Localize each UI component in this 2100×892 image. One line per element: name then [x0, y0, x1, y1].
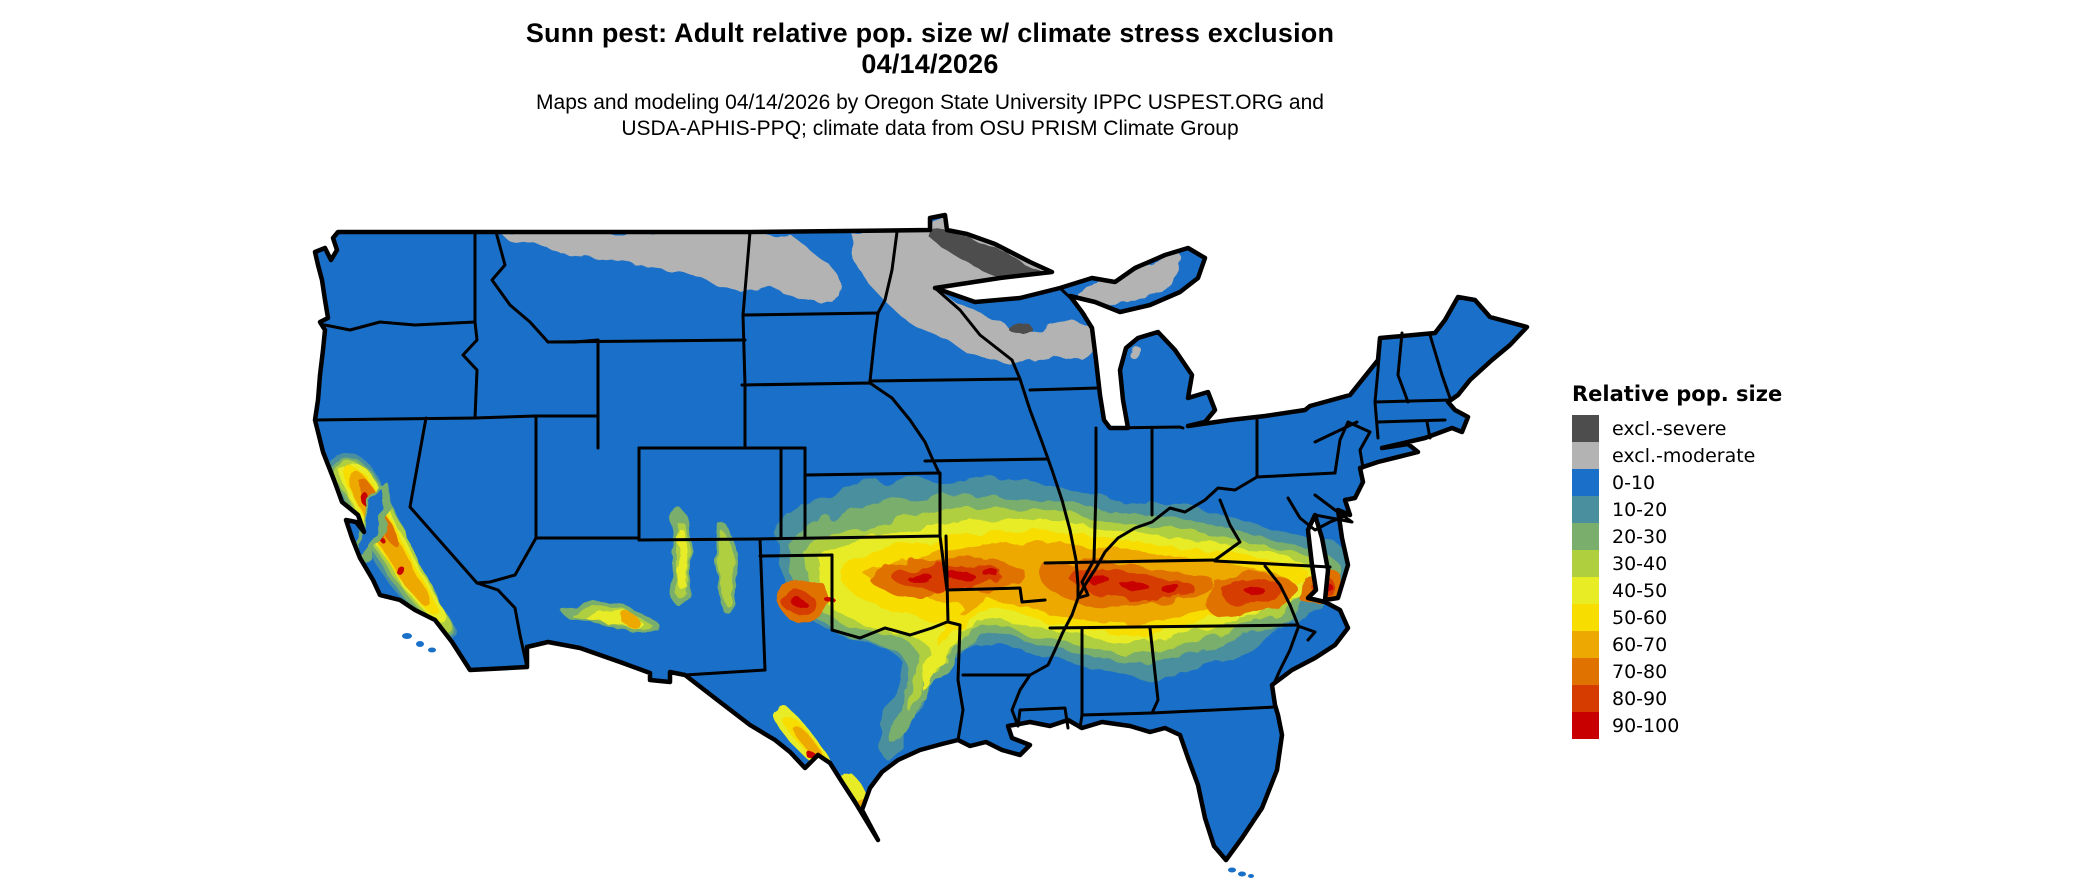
legend-swatch — [1572, 415, 1599, 442]
legend-item-label: 10-20 — [1612, 498, 1668, 521]
legend-item-label: excl.-moderate — [1612, 444, 1756, 467]
legend-swatch — [1572, 631, 1599, 658]
legend-item: 50-60 — [1572, 604, 1872, 631]
legend-swatch — [1572, 577, 1599, 604]
exclusion-severe — [930, 229, 1042, 335]
legend-swatch — [1572, 469, 1599, 496]
legend-item-label: excl.-severe — [1612, 417, 1727, 440]
legend: Relative pop. size excl.-severe excl.-mo… — [1572, 382, 1872, 739]
legend-item-label: 50-60 — [1612, 606, 1668, 629]
legend-title: Relative pop. size — [1572, 382, 1783, 406]
legend-item: excl.-severe — [1572, 415, 1872, 442]
legend-swatch — [1572, 712, 1599, 739]
legend-item: 0-10 — [1572, 469, 1872, 496]
map-title-date: 04/14/2026 — [861, 49, 999, 79]
map-subtitle: Maps and modeling 04/14/2026 by Oregon S… — [260, 90, 1600, 142]
legend-item: 10-20 — [1572, 496, 1872, 523]
legend-swatch — [1572, 442, 1599, 469]
legend-item: excl.-moderate — [1572, 442, 1872, 469]
band-red — [362, 494, 1334, 760]
us-map-svg — [230, 170, 1570, 878]
legend-item-label: 0-10 — [1612, 471, 1656, 494]
legend-item-label: 70-80 — [1612, 660, 1668, 683]
state-borders — [313, 230, 1454, 742]
legend-swatch — [1572, 685, 1599, 712]
subtitle-line1: Maps and modeling 04/14/2026 by Oregon S… — [536, 91, 1324, 114]
legend-item: 90-100 — [1572, 712, 1872, 739]
legend-item-label: 80-90 — [1612, 687, 1668, 710]
legend-swatch — [1572, 604, 1599, 631]
legend-item: 60-70 — [1572, 631, 1872, 658]
offshore-islands — [402, 633, 1254, 878]
legend-item-label: 20-30 — [1612, 525, 1668, 548]
title-block: Sunn pest: Adult relative pop. size w/ c… — [260, 18, 1600, 80]
legend-item: 80-90 — [1572, 685, 1872, 712]
legend-item-label: 60-70 — [1612, 633, 1668, 656]
legend-swatch — [1572, 523, 1599, 550]
legend-item: 70-80 — [1572, 658, 1872, 685]
california-valley — [351, 482, 391, 570]
legend-swatch — [1572, 496, 1599, 523]
subtitle-line2: USDA-APHIS-PPQ; climate data from OSU PR… — [621, 117, 1239, 140]
legend-item-label: 30-40 — [1612, 552, 1668, 575]
legend-item: 20-30 — [1572, 523, 1872, 550]
legend-item: 40-50 — [1572, 577, 1872, 604]
legend-items: excl.-severe excl.-moderate 0-10 10-20 — [1572, 415, 1872, 739]
legend-item-label: 40-50 — [1612, 579, 1668, 602]
legend-swatch — [1572, 658, 1599, 685]
legend-item: 30-40 — [1572, 550, 1872, 577]
us-choropleth-map — [230, 170, 1570, 892]
legend-swatch — [1572, 550, 1599, 577]
legend-item-label: 90-100 — [1612, 714, 1680, 737]
map-title-line1: Sunn pest: Adult relative pop. size w/ c… — [525, 18, 1335, 48]
